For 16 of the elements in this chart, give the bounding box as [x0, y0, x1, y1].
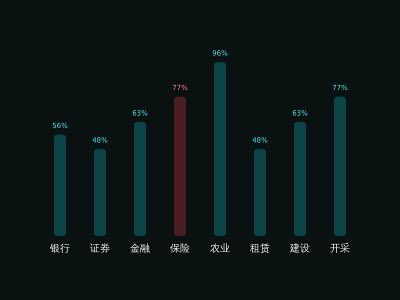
bar — [214, 62, 226, 236]
x-tick-label: 开采 — [330, 242, 350, 254]
x-tick-label: 金融 — [130, 242, 150, 254]
bar — [174, 96, 186, 236]
x-tick-label: 保险 — [170, 242, 190, 254]
bar — [254, 149, 266, 236]
bar — [334, 96, 346, 236]
bar — [294, 122, 306, 236]
x-tick-label: 建设 — [289, 242, 310, 254]
x-tick-label: 租赁 — [250, 242, 270, 254]
x-tick-label: 证券 — [90, 242, 110, 254]
x-tick-label: 银行 — [49, 244, 70, 254]
bar — [94, 149, 106, 236]
x-tick-label: 农业 — [210, 242, 230, 254]
bar — [54, 134, 66, 236]
bar — [134, 122, 146, 236]
